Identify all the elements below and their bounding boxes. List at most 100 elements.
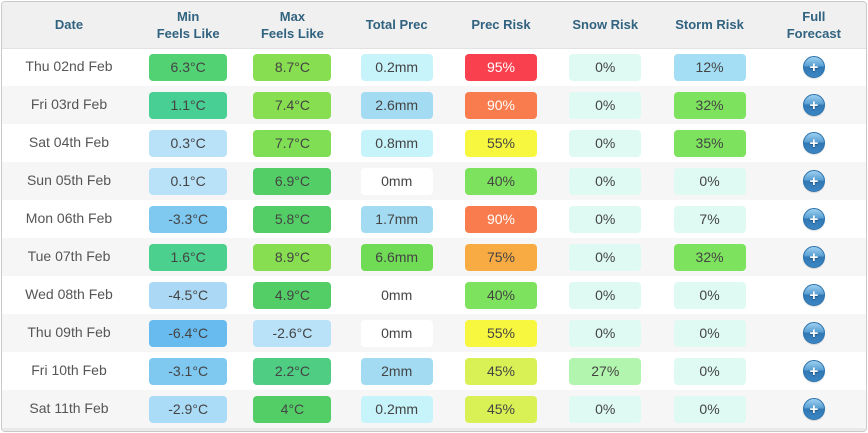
snow-risk-pill: 0% [569,243,642,271]
full-forecast-button[interactable]: + [802,56,825,79]
date-label: Sat 11th Feb [29,400,109,416]
storm-risk-pill: 35% [673,129,746,157]
max-feels-pill: 5.8°C [253,205,332,233]
full-forecast-button[interactable]: + [802,398,825,420]
plus-icon: + [809,96,819,114]
table-footer-strip [2,428,866,431]
column-header-min-feels-like: Min Feels Like [136,2,241,49]
storm-risk-pill: 7% [673,205,746,233]
date-label: Tue 07th Feb [27,248,111,264]
full-forecast-button[interactable]: + [802,246,825,268]
date-label: Sun 05th Feb [26,172,112,188]
min-feels-pill: 0.3°C [149,129,228,157]
full-forecast-button[interactable]: + [802,132,825,154]
header-label: Max [279,8,306,24]
header-label: Feels Like [260,25,324,41]
forecast-row: Thu 09th Feb -6.4°C -2.6°C 0mm 55% 0% 0% + [2,314,866,352]
forecast-row: Fri 10th Feb -3.1°C 2.2°C 2mm 45% 27% 0% + [2,352,866,390]
prec-risk-pill: 45% [464,357,537,385]
max-feels-pill: 8.7°C [253,53,332,81]
plus-icon: + [809,58,819,76]
forecast-row: Tue 07th Feb 1.6°C 8.9°C 6.6mm 75% 0% 32% + [2,238,866,276]
plus-icon: + [809,286,819,304]
column-header-full-forecast: Full Forecast [761,2,866,49]
plus-icon: + [809,400,819,418]
header-label: Prec Risk [471,17,531,33]
plus-icon: + [809,362,819,380]
full-forecast-button[interactable]: + [802,208,825,230]
column-header-snow-risk: Snow Risk [553,2,658,49]
total-prec-pill: 1.7mm [360,205,433,233]
total-prec-pill: 2mm [360,357,433,385]
min-feels-pill: 1.6°C [149,243,228,271]
full-forecast-button[interactable]: + [802,170,825,192]
total-prec-pill: 0mm [360,319,433,347]
column-header-total-prec: Total Prec [344,2,449,49]
plus-icon: + [809,134,819,152]
forecast-row: Mon 06th Feb -3.3°C 5.8°C 1.7mm 90% 0% 7% + [2,200,866,238]
snow-risk-pill: 0% [569,205,642,233]
total-prec-pill: 0.2mm [360,53,433,81]
header-label: Forecast [786,25,841,41]
prec-risk-pill: 55% [464,129,537,157]
column-header-storm-risk: Storm Risk [657,2,762,49]
forecast-row: Wed 08th Feb -4.5°C 4.9°C 0mm 40% 0% 0% + [2,276,866,314]
prec-risk-pill: 45% [464,395,537,423]
total-prec-pill: 0mm [360,167,433,195]
plus-icon: + [809,210,819,228]
storm-risk-pill: 0% [673,395,746,423]
date-label: Sat 04th Feb [28,134,110,150]
snow-risk-pill: 0% [569,53,642,81]
snow-risk-pill: 27% [569,357,642,385]
header-label: Storm Risk [675,17,744,33]
date-label: Fri 03rd Feb [30,96,108,112]
min-feels-pill: 6.3°C [149,53,228,81]
prec-risk-pill: 90% [464,205,537,233]
min-feels-pill: 1.1°C [149,91,228,119]
total-prec-pill: 6.6mm [360,243,433,271]
header-label: Feels Like [156,25,220,41]
prec-risk-pill: 90% [464,91,537,119]
date-label: Fri 10th Feb [31,362,107,378]
prec-risk-pill: 55% [464,319,537,347]
storm-risk-pill: 32% [673,243,746,271]
table-header: Date Min Feels Like Max Feels Like Total Prec… [2,2,866,49]
plus-icon: + [809,172,819,190]
date-label: Thu 09th Feb [27,324,111,340]
snow-risk-pill: 0% [569,129,642,157]
max-feels-pill: 6.9°C [253,167,332,195]
header-label: Date [54,17,84,33]
max-feels-pill: 4.9°C [253,281,332,309]
header-row: Date Min Feels Like Max Feels Like Total Prec… [2,2,866,49]
date-label: Wed 08th Feb [25,286,113,302]
total-prec-pill: 0mm [360,281,433,309]
date-label: Mon 06th Feb [25,210,113,226]
storm-risk-pill: 12% [673,53,746,81]
total-prec-pill: 2.6mm [360,91,433,119]
plus-icon: + [809,248,819,266]
prec-risk-pill: 40% [464,281,537,309]
max-feels-pill: -2.6°C [253,319,332,347]
min-feels-pill: -3.1°C [149,357,228,385]
max-feels-pill: 4°C [253,395,332,423]
min-feels-pill: -4.5°C [149,281,228,309]
snow-risk-pill: 0% [569,281,642,309]
header-label: Total Prec [365,17,428,33]
total-prec-pill: 0.8mm [360,129,433,157]
forecast-row: Sun 05th Feb 0.1°C 6.9°C 0mm 40% 0% 0% + [2,162,866,200]
date-label: Thu 02nd Feb [25,58,113,75]
column-header-prec-risk: Prec Risk [448,2,554,49]
forecast-row: Thu 02nd Feb 6.3°C 8.7°C 0.2mm 95% 0% 12% + [2,48,866,86]
total-prec-pill: 0.2mm [360,395,433,423]
prec-risk-pill: 40% [464,167,537,195]
max-feels-pill: 2.2°C [253,357,332,385]
min-feels-pill: -6.4°C [149,319,228,347]
full-forecast-button[interactable]: + [802,284,825,306]
full-forecast-button[interactable]: + [802,322,825,344]
full-forecast-button[interactable]: + [802,94,825,116]
prec-risk-pill: 75% [464,243,537,271]
full-forecast-button[interactable]: + [802,360,825,382]
plus-icon: + [809,324,819,342]
snow-risk-pill: 0% [569,319,642,347]
